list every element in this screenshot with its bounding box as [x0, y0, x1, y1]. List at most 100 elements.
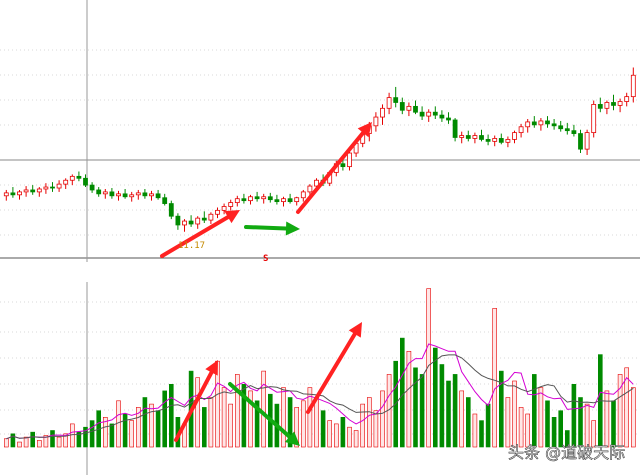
candle-body — [380, 107, 385, 118]
candle-body — [479, 135, 484, 140]
candle-body — [30, 189, 36, 193]
red-trend-arrow — [174, 360, 218, 442]
candle-body — [314, 179, 319, 187]
candle-body — [182, 220, 187, 226]
volume-bar — [353, 430, 359, 448]
volume-bar — [558, 410, 564, 448]
candle-body — [254, 196, 260, 200]
candle-body — [3, 192, 9, 197]
candle-body — [201, 217, 207, 221]
candle-body — [195, 217, 201, 225]
candle-body — [465, 135, 471, 139]
candle-body — [432, 111, 438, 116]
volume-bar — [208, 397, 214, 448]
volume-bar — [578, 397, 583, 448]
red-trend-arrow — [296, 122, 372, 214]
candle-body — [426, 111, 432, 117]
red-trend-arrow-head — [205, 360, 218, 376]
volume-bar — [241, 383, 247, 448]
volume-bar — [202, 407, 207, 448]
candle-body — [23, 189, 29, 193]
volume-bar — [228, 403, 233, 448]
candle-body — [168, 203, 174, 217]
volume-bar — [155, 410, 161, 448]
volume-bar — [287, 397, 293, 448]
volume-bar — [307, 387, 313, 448]
candle-body — [248, 196, 253, 202]
candle-body — [393, 97, 399, 103]
volume-bar — [254, 400, 260, 448]
candle-body — [261, 196, 267, 200]
volume-bar — [281, 387, 286, 448]
red-trend-arrow-shaft — [306, 332, 357, 414]
volume-bar — [89, 420, 95, 448]
candle-body — [492, 138, 498, 142]
volume-bar — [149, 403, 154, 448]
volume-bar — [465, 397, 471, 448]
candle-body — [459, 135, 465, 138]
candle-body — [512, 132, 517, 140]
volume-bar — [611, 400, 616, 448]
volume-bar — [36, 440, 42, 448]
candle-body — [578, 133, 583, 150]
volume-bar — [512, 380, 517, 448]
volume-bar — [30, 431, 36, 448]
candle-body — [43, 186, 49, 190]
volume-bar — [538, 387, 544, 448]
volume-bar — [551, 416, 557, 448]
volume-bar — [56, 436, 62, 448]
volume-bar — [459, 390, 465, 448]
volume-bar — [43, 435, 49, 448]
volume-bar — [314, 397, 319, 448]
green-trend-arrow-head — [284, 431, 300, 446]
candle-body — [274, 199, 280, 203]
signal-marker-label: S — [263, 254, 268, 264]
volume-bar — [162, 390, 167, 448]
candle-body — [228, 202, 234, 207]
candle-body — [96, 189, 102, 195]
candle-body — [611, 102, 616, 106]
volume-bar — [195, 377, 200, 448]
candle-body — [399, 102, 405, 111]
red-trend-arrow — [160, 210, 240, 258]
candle-body — [300, 191, 306, 199]
candle-body — [234, 198, 240, 203]
volume-bar — [373, 410, 379, 448]
candle-body — [221, 206, 227, 211]
candle-body — [551, 123, 557, 127]
candle-body — [419, 111, 425, 117]
volume-bar — [327, 420, 333, 448]
candle-body — [307, 185, 313, 193]
candle-body — [208, 213, 214, 221]
volume-bar — [10, 433, 16, 448]
candle-body — [267, 196, 273, 201]
volume-bar — [413, 367, 418, 448]
candle-body — [83, 177, 88, 186]
low-price-label: 11.17 — [178, 241, 205, 251]
volume-bar — [235, 374, 240, 448]
volume-bar — [505, 397, 511, 448]
candle-body — [564, 128, 570, 132]
candle-body — [571, 130, 577, 134]
volume-bar — [50, 430, 55, 448]
candle-body — [129, 194, 135, 198]
candle-body — [446, 117, 451, 121]
green-trend-arrow-shaft — [244, 225, 289, 231]
volume-bar — [419, 374, 425, 448]
volume-bar — [617, 374, 623, 448]
candle-body — [505, 139, 511, 143]
volume-bar — [116, 400, 121, 448]
candle-body — [135, 192, 141, 196]
volume-bar — [525, 413, 531, 448]
candle-body — [175, 215, 181, 226]
volume-bar — [545, 400, 550, 448]
volume-bar — [399, 337, 405, 448]
volume-bar — [406, 350, 412, 448]
volume-bar — [340, 416, 346, 448]
candle-body — [215, 209, 220, 215]
red-trend-arrow — [306, 322, 362, 414]
volume-bar — [129, 420, 134, 448]
candle-body — [545, 120, 550, 125]
candle-body — [56, 183, 62, 189]
trend-arrows — [160, 122, 372, 446]
